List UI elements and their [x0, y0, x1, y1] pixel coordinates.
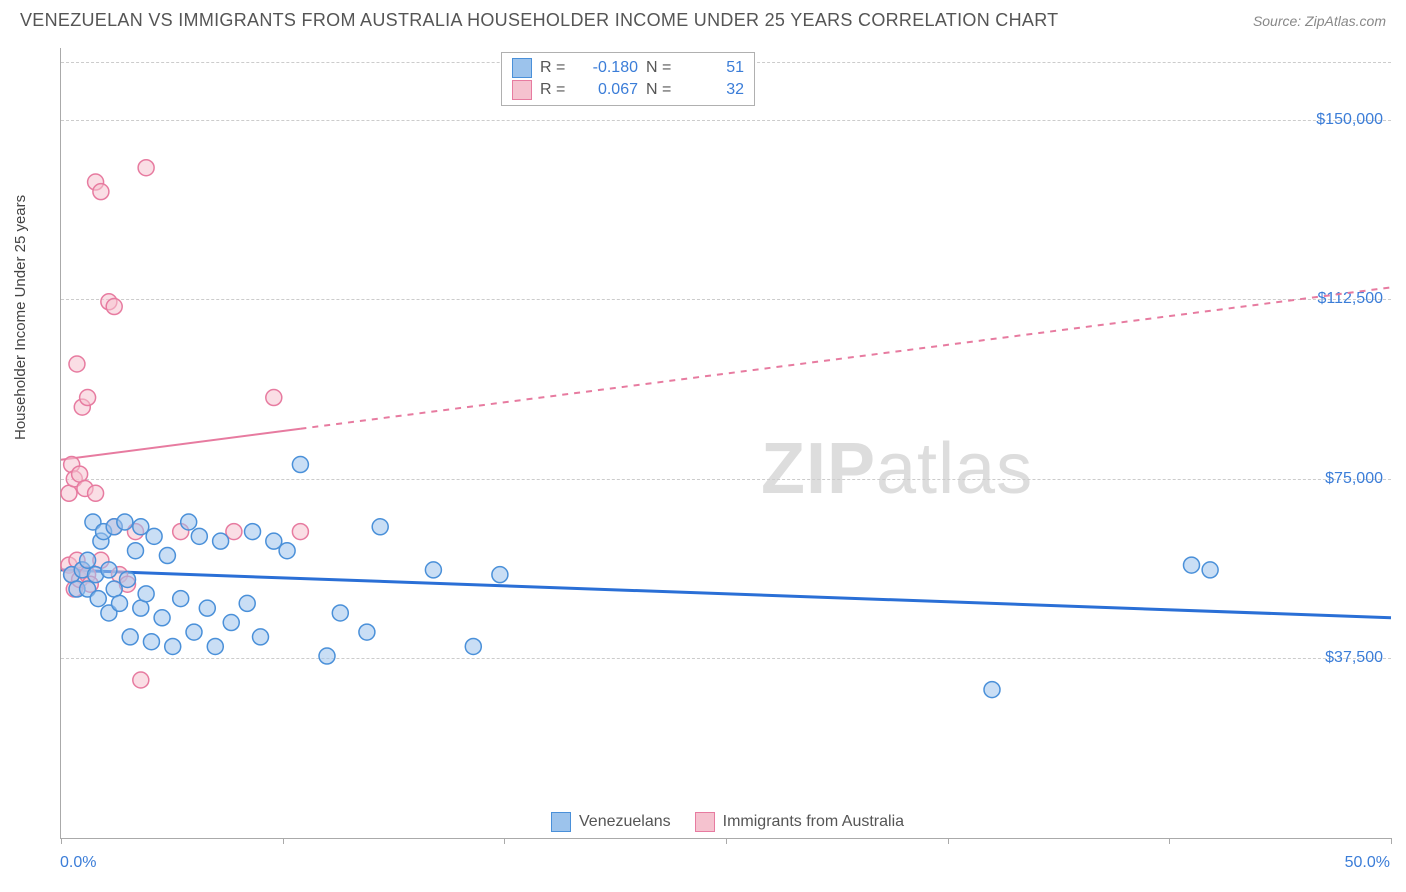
legend-item: Immigrants from Australia — [695, 812, 904, 832]
legend-swatch-blue — [512, 58, 532, 78]
scatter-plot-svg — [61, 48, 1391, 838]
legend-swatch-blue — [551, 812, 571, 832]
correlation-legend-row: R = 0.067 N = 32 — [512, 79, 744, 101]
chart-header: VENEZUELAN VS IMMIGRANTS FROM AUSTRALIA … — [0, 0, 1406, 37]
chart-title: VENEZUELAN VS IMMIGRANTS FROM AUSTRALIA … — [20, 10, 1058, 31]
y-axis-label: Householder Income Under 25 years — [12, 195, 29, 440]
legend-item: Venezuelans — [551, 812, 671, 832]
legend-swatch-pink — [695, 812, 715, 832]
series-legend: Venezuelans Immigrants from Australia — [551, 812, 904, 832]
legend-swatch-pink — [512, 80, 532, 100]
x-axis-min-label: 0.0% — [60, 854, 96, 872]
x-axis-max-label: 50.0% — [1345, 854, 1390, 872]
correlation-legend: R = -0.180 N = 51 R = 0.067 N = 32 — [501, 52, 755, 106]
chart-plot-area: ZIPatlas R = -0.180 N = 51 R = 0.067 N =… — [60, 48, 1391, 839]
correlation-legend-row: R = -0.180 N = 51 — [512, 57, 744, 79]
source-attribution: Source: ZipAtlas.com — [1253, 13, 1386, 29]
